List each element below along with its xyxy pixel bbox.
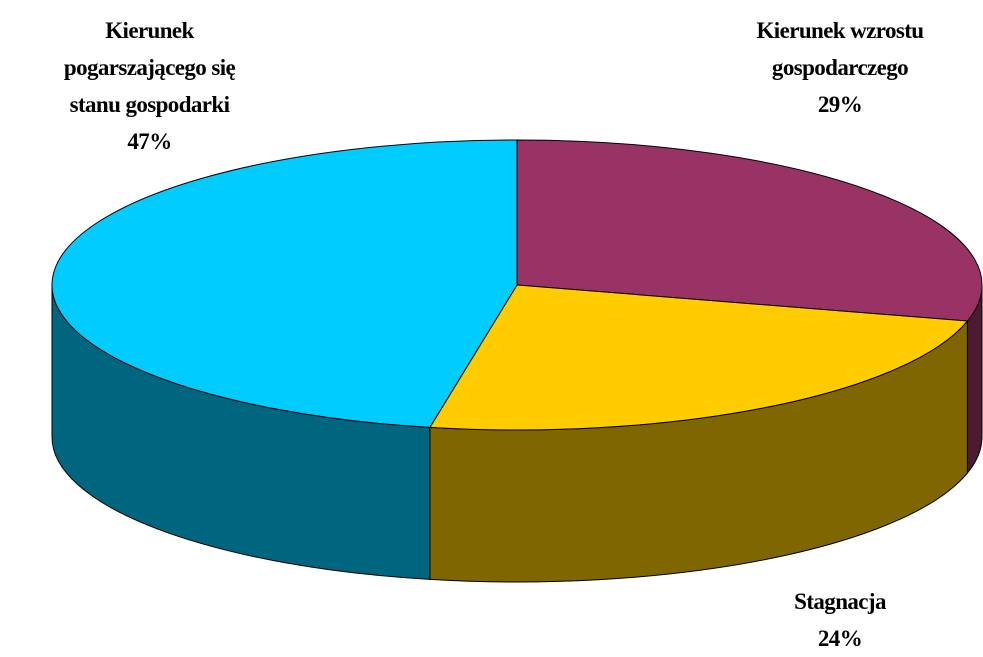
slice-name: Kierunek wzrostu gospodarczego [756, 18, 925, 80]
slice-label: Stagnacja 24% [740, 583, 940, 657]
pie-sides [51, 284, 983, 583]
slice-value: 24% [817, 626, 863, 651]
slice-label: Kierunek pogarszającego się stanu gospod… [42, 12, 257, 160]
slice-value: 47% [127, 129, 172, 154]
pie-slice [51, 139, 518, 428]
slice-name: Stagnacja [794, 589, 886, 614]
pie-slice [516, 139, 983, 322]
pie-slice [429, 284, 969, 431]
slice-label: Kierunek wzrostu gospodarczego 29% [730, 12, 950, 123]
slice-value: 29% [817, 92, 863, 117]
pie-tops [51, 139, 983, 431]
slice-name: Kierunek pogarszającego się stanu gospod… [63, 18, 236, 117]
